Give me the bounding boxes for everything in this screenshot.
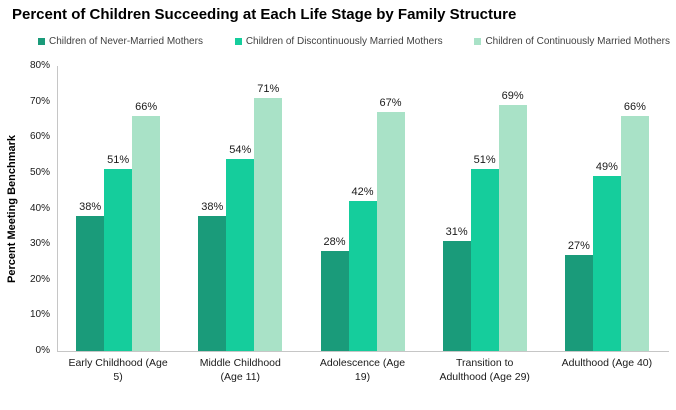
data-label: 51% (107, 154, 130, 167)
data-label: 38% (79, 200, 102, 213)
y-tick-label: 20% (29, 273, 50, 285)
data-label: 51% (473, 154, 496, 167)
data-label: 38% (201, 200, 224, 213)
y-tick-label: 80% (29, 60, 50, 71)
data-label: 69% (501, 90, 524, 103)
legend-swatch-icon (474, 38, 482, 45)
bar (620, 115, 649, 351)
x-tick-label: Early Childhood (Age 5) (68, 357, 168, 383)
data-label: 54% (229, 143, 252, 156)
bar (254, 98, 283, 351)
y-tick-label: 40% (29, 202, 50, 214)
bar (442, 240, 471, 351)
legend-item: Children of Discontinuously Married Moth… (234, 36, 443, 47)
legend-label: Children of Continuously Married Mothers (485, 36, 670, 47)
legend-swatch-icon (234, 38, 242, 45)
data-label: 49% (595, 161, 618, 174)
bar (348, 201, 377, 351)
x-tick-label: Adulthood (Age 40) (561, 357, 653, 369)
bar (132, 115, 161, 351)
legend-swatch-icon (38, 38, 45, 45)
bar (592, 176, 621, 351)
y-tick-label: 0% (35, 345, 50, 356)
y-tick-label: 50% (29, 166, 50, 178)
data-label: 67% (379, 97, 402, 110)
legend-label: Children of Discontinuously Married Moth… (245, 36, 443, 47)
y-tick-label: 60% (29, 131, 50, 143)
bar (498, 105, 527, 351)
bar (226, 158, 255, 351)
y-tick-label: 10% (29, 309, 50, 321)
y-tick-label: 70% (29, 95, 50, 107)
bar (198, 215, 227, 351)
legend: Children of Never-Married Mothers Childre… (38, 36, 670, 47)
data-label: 42% (351, 186, 374, 199)
x-tick-label: Middle Childhood (Age 11) (199, 357, 281, 383)
bar (320, 251, 349, 351)
y-tick-label: 30% (29, 238, 50, 250)
bar (564, 254, 593, 351)
data-label: 28% (323, 236, 346, 249)
x-tick-label: Adolescence (Age 19) (319, 357, 406, 383)
bar (104, 169, 133, 351)
data-label: 71% (257, 83, 280, 96)
data-label: 66% (135, 100, 158, 113)
bar (376, 112, 405, 351)
chart-title: Percent of Children Succeeding at Each L… (12, 6, 517, 23)
bar (76, 215, 105, 351)
data-label: 27% (567, 239, 590, 252)
legend-item: Children of Continuously Married Mothers (474, 36, 670, 47)
data-label: 66% (623, 100, 646, 113)
legend-label: Children of Never-Married Mothers (49, 36, 203, 47)
legend-item: Children of Never-Married Mothers (38, 36, 203, 47)
data-label: 31% (445, 225, 468, 238)
x-tick-label: Transition to Adulthood (Age 29) (439, 357, 530, 383)
bar (470, 169, 499, 351)
